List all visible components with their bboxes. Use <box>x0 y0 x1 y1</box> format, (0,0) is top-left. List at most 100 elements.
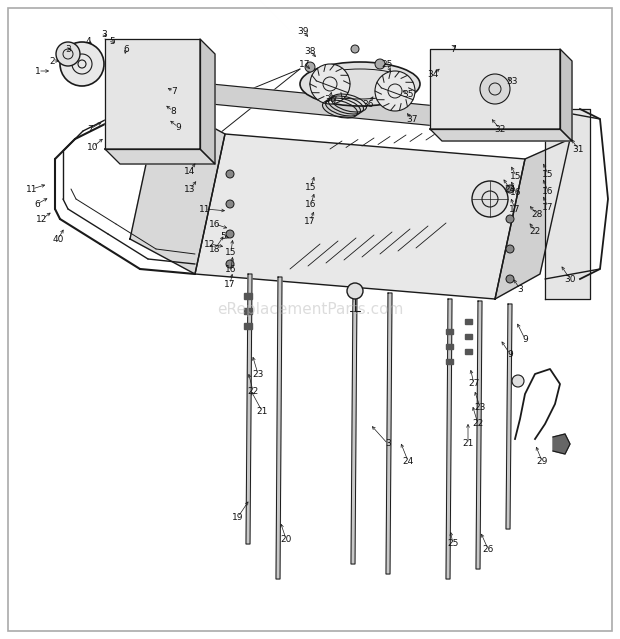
Text: 15: 15 <box>542 169 554 178</box>
Polygon shape <box>195 134 525 299</box>
Ellipse shape <box>305 62 315 72</box>
Ellipse shape <box>506 185 514 193</box>
Text: 33: 33 <box>507 77 518 86</box>
Text: 27: 27 <box>468 380 480 389</box>
Text: 3: 3 <box>65 45 71 54</box>
Polygon shape <box>246 274 252 544</box>
Polygon shape <box>560 49 572 141</box>
Bar <box>465 319 472 324</box>
Text: 30: 30 <box>564 275 576 284</box>
Text: 15: 15 <box>510 171 522 180</box>
Text: 26: 26 <box>482 544 494 553</box>
Ellipse shape <box>310 64 350 104</box>
Bar <box>465 349 472 354</box>
Text: 5: 5 <box>220 231 226 240</box>
Text: 18: 18 <box>209 245 221 254</box>
Polygon shape <box>130 99 225 274</box>
Text: 15: 15 <box>305 183 317 192</box>
Text: 28: 28 <box>531 210 542 219</box>
Text: 2: 2 <box>49 56 55 66</box>
Polygon shape <box>476 301 482 569</box>
Text: 20: 20 <box>280 534 291 544</box>
Ellipse shape <box>512 375 524 387</box>
Text: 7: 7 <box>87 125 93 134</box>
Text: 6: 6 <box>123 45 129 54</box>
Text: 13: 13 <box>184 185 196 194</box>
Text: 31: 31 <box>572 144 584 153</box>
Ellipse shape <box>351 45 359 53</box>
Ellipse shape <box>506 275 514 283</box>
Text: 34: 34 <box>427 70 439 79</box>
Text: 10: 10 <box>87 142 99 151</box>
Text: 1: 1 <box>35 66 41 75</box>
Text: 19: 19 <box>232 512 244 521</box>
Text: 16: 16 <box>542 187 554 196</box>
Ellipse shape <box>226 170 234 178</box>
Text: eReplacementParts.com: eReplacementParts.com <box>217 302 403 316</box>
Text: 17: 17 <box>224 279 236 288</box>
Ellipse shape <box>506 215 514 223</box>
Text: 40: 40 <box>52 235 64 243</box>
Text: 32: 32 <box>494 125 506 134</box>
Bar <box>244 293 252 299</box>
Text: 6: 6 <box>34 199 40 208</box>
Text: 17: 17 <box>304 217 316 226</box>
Text: 9: 9 <box>507 350 513 358</box>
Bar <box>244 308 252 314</box>
Text: 17: 17 <box>299 59 311 68</box>
Text: 29: 29 <box>536 456 547 465</box>
Text: 11: 11 <box>199 204 211 213</box>
Polygon shape <box>105 149 215 164</box>
Text: 11: 11 <box>26 185 38 194</box>
Text: 36: 36 <box>324 95 336 104</box>
Text: 7: 7 <box>171 86 177 95</box>
Polygon shape <box>200 39 215 164</box>
Polygon shape <box>160 79 570 139</box>
Text: 36: 36 <box>362 100 374 109</box>
Text: 4: 4 <box>85 36 91 45</box>
Ellipse shape <box>300 62 420 106</box>
Ellipse shape <box>347 283 363 299</box>
Text: 25: 25 <box>447 539 459 548</box>
Polygon shape <box>276 277 282 579</box>
Text: 21: 21 <box>463 440 474 449</box>
Ellipse shape <box>60 42 104 86</box>
Polygon shape <box>446 299 452 579</box>
Bar <box>446 359 453 364</box>
Text: 17: 17 <box>509 204 521 213</box>
Polygon shape <box>545 109 590 299</box>
Polygon shape <box>495 139 570 299</box>
Ellipse shape <box>226 260 234 268</box>
Text: 22: 22 <box>247 387 259 396</box>
Polygon shape <box>430 129 572 141</box>
Ellipse shape <box>375 59 385 69</box>
Text: 15: 15 <box>225 247 237 256</box>
Bar <box>465 334 472 339</box>
Polygon shape <box>386 293 392 574</box>
Text: 16: 16 <box>510 187 522 197</box>
Text: 24: 24 <box>402 456 414 465</box>
Polygon shape <box>105 39 200 149</box>
Text: 22: 22 <box>529 226 541 236</box>
Text: 17: 17 <box>542 203 554 212</box>
Ellipse shape <box>375 71 415 111</box>
Ellipse shape <box>506 245 514 253</box>
Text: 7: 7 <box>450 45 456 54</box>
Text: 5: 5 <box>109 36 115 45</box>
Text: 21: 21 <box>256 406 268 415</box>
Ellipse shape <box>226 230 234 238</box>
Polygon shape <box>430 49 560 129</box>
Text: 23: 23 <box>252 369 264 378</box>
Ellipse shape <box>480 74 510 104</box>
Text: 14: 14 <box>184 167 196 176</box>
Polygon shape <box>553 434 570 454</box>
Text: 3: 3 <box>101 29 107 38</box>
Text: 39: 39 <box>297 26 309 36</box>
Text: 38: 38 <box>304 47 316 56</box>
Text: 9: 9 <box>175 123 181 132</box>
Text: 12: 12 <box>37 215 48 224</box>
Ellipse shape <box>226 200 234 208</box>
Text: 24: 24 <box>505 185 516 194</box>
Text: 3: 3 <box>517 284 523 293</box>
Text: 23: 23 <box>474 403 485 412</box>
